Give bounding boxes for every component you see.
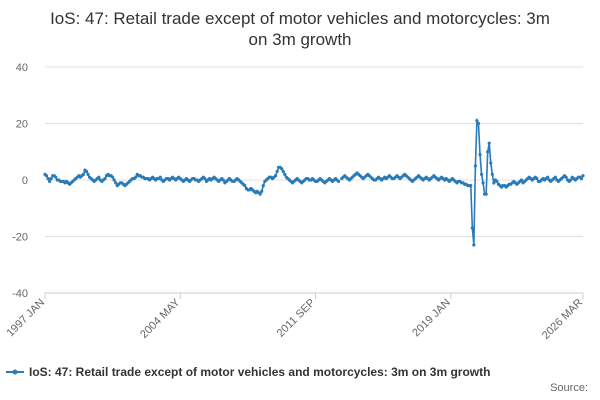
data-point [275,169,279,174]
data-point [336,179,341,184]
data-point [261,184,265,188]
data-point [281,169,285,174]
data-point [476,121,481,126]
data-point [484,192,488,196]
data-point [472,243,476,247]
data-point [158,175,162,179]
legend-label: IoS: 47: Retail trade except of motor ve… [29,365,490,379]
data-point [221,178,225,182]
data-point [258,192,262,196]
data-point [283,172,287,176]
y-tick-label: 20 [16,119,28,131]
data-point [44,174,49,178]
data-point [473,164,477,168]
data-point [54,175,58,179]
data-point [487,141,491,145]
x-tick-label: 2011 SEP [275,297,318,340]
data-point [495,179,499,184]
data-point [114,181,118,185]
data-point [579,176,584,181]
data-point [203,176,207,181]
data-point [569,178,573,182]
data-point [112,178,116,182]
data-point [581,174,585,178]
data-point [481,181,485,185]
data-point [492,181,496,185]
x-tick-label: 2019 JAN [410,297,453,340]
data-point [134,175,138,179]
data-point [273,174,278,178]
y-tick-label: 40 [16,62,28,74]
data-point [49,176,53,181]
data-point [469,184,473,188]
y-tick-label: 0 [22,175,28,187]
data-point [486,150,490,154]
x-tick-label: 2004 MAY [138,296,183,341]
y-tick-label: -40 [12,288,28,300]
data-point [103,176,107,181]
data-point [535,176,539,181]
data-point [280,167,284,171]
data-point [470,226,474,230]
legend-marker [12,369,18,375]
data-point [84,169,89,174]
chart-title: IoS: 47: Retail trade except of motor ve… [50,9,550,49]
data-point [490,172,494,176]
source: Source: [550,382,588,394]
data-point [81,172,86,176]
data-point [48,179,52,184]
data-point [479,172,484,176]
data-point [475,119,479,123]
x-tick-label: 2026 MAR [540,297,585,342]
data-point [243,184,247,188]
data-point [553,175,557,179]
data-point [97,175,101,179]
data-point [111,175,115,179]
data-point [489,161,493,165]
data-point [564,175,568,179]
data-point [46,176,50,181]
data-point [519,178,524,182]
data-point [86,172,90,176]
data-point [478,152,482,157]
data-point [546,175,550,179]
x-tick-label: 1997 JAN [4,297,47,340]
y-tick-label: -20 [12,232,28,244]
data-point [260,189,264,193]
